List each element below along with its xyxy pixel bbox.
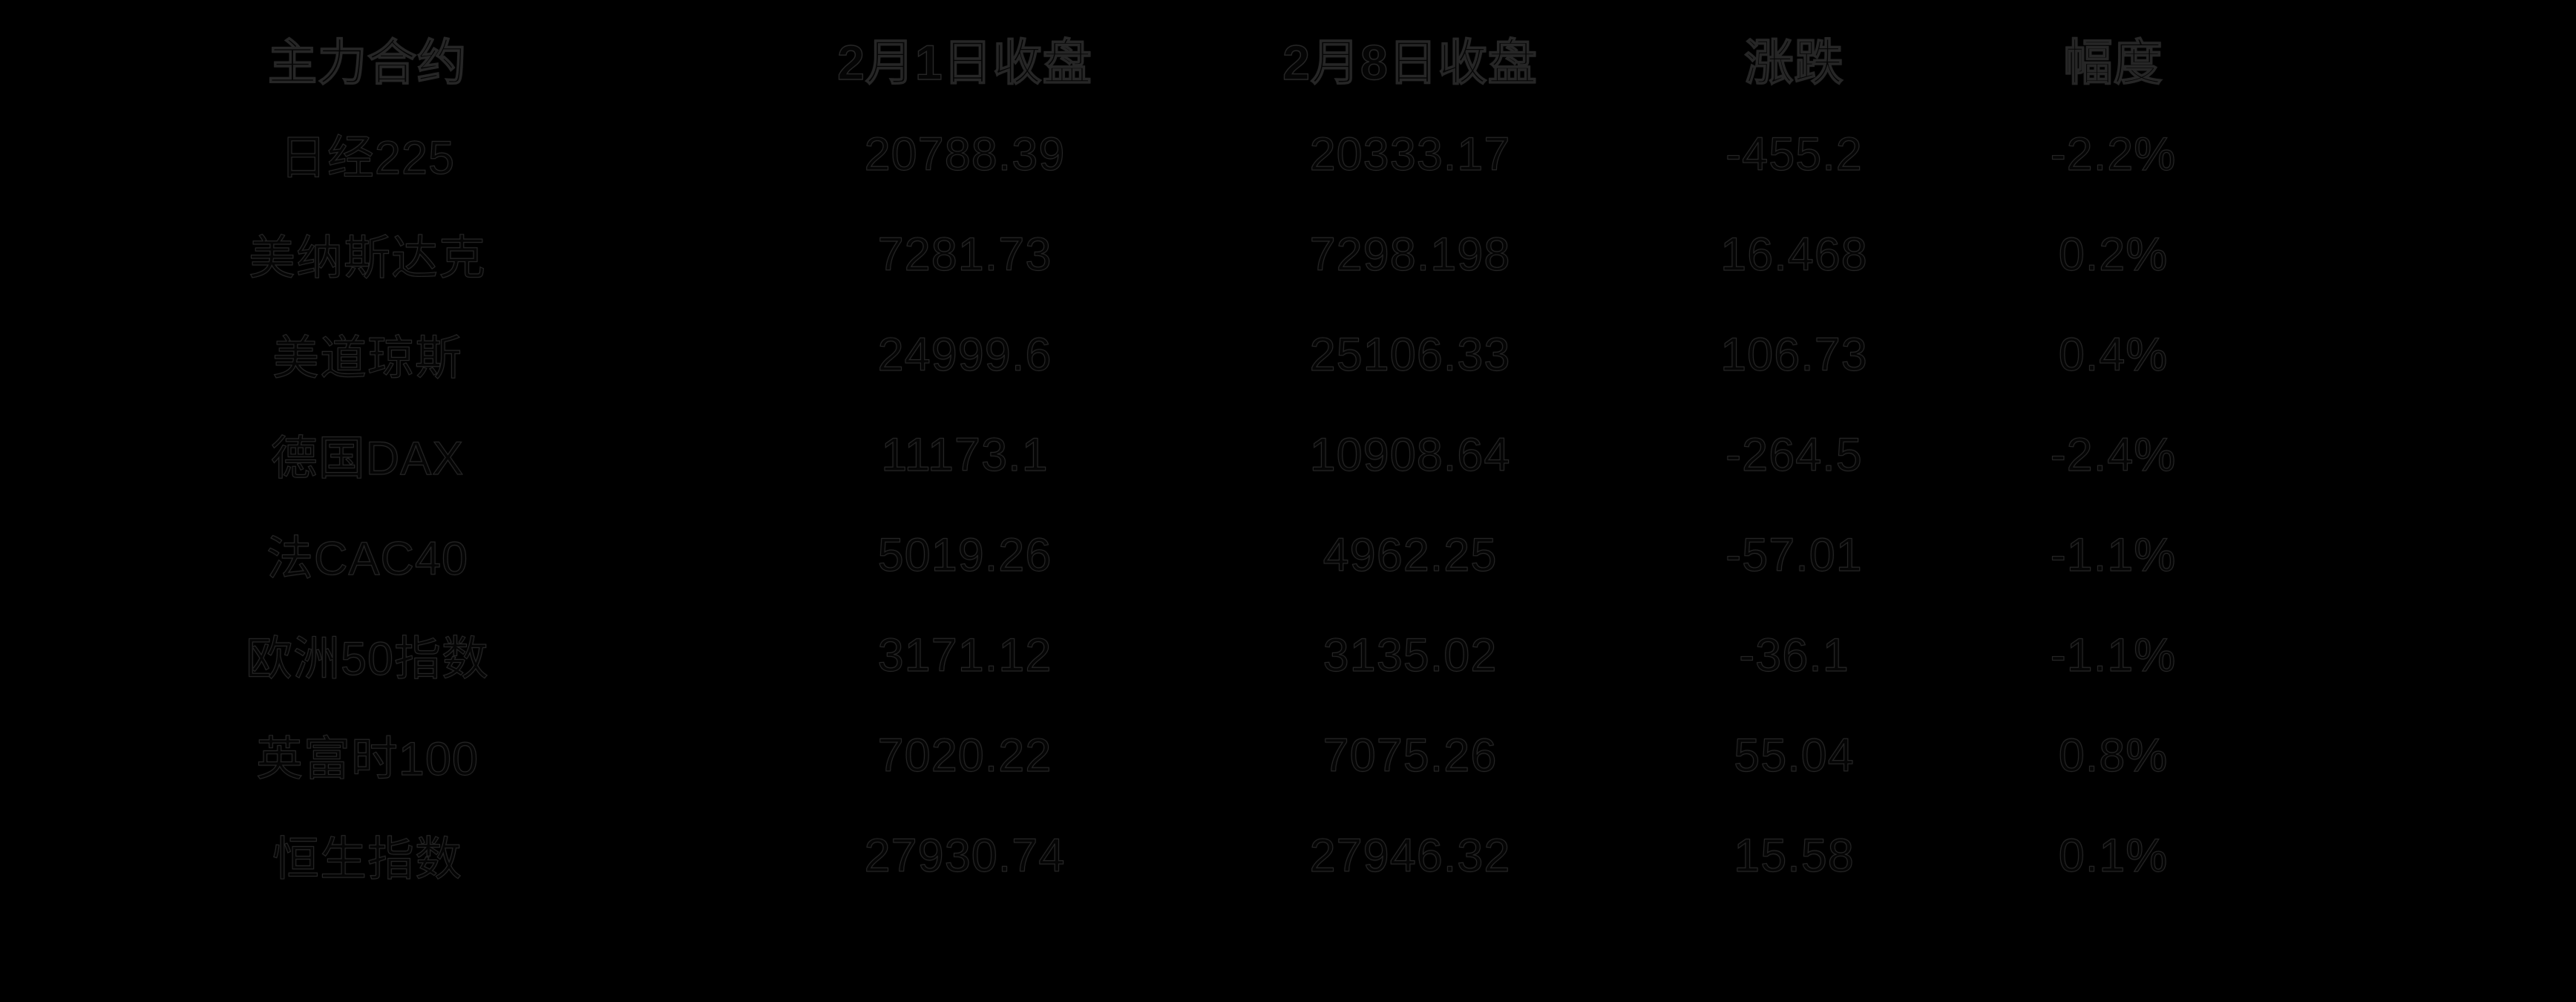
cell-change-pct: -1.1% <box>2050 528 2177 581</box>
table-row-cac40: 法CAC40 5019.26 4962.25 -57.01 -1.1% <box>0 505 2271 605</box>
cell-change-pct: 0.2% <box>2058 228 2169 281</box>
cell-contract-name: 日经225 <box>279 131 456 184</box>
cell-contract-name: 美纳斯达克 <box>248 232 486 284</box>
table-row-eurostoxx50: 欧洲50指数 3171.12 3135.02 -36.1 -1.1% <box>0 605 2271 705</box>
cell-contract-name: 恒生指数 <box>272 833 462 885</box>
cell-change: 16.468 <box>1720 228 1868 281</box>
table-row-nikkei225: 日经225 20788.39 20333.17 -455.2 -2.2% <box>0 104 2271 204</box>
cell-change: 106.73 <box>1720 328 1868 381</box>
cell-change-pct: -2.2% <box>2050 128 2177 180</box>
column-header-close-feb1: 2月1日收盘 <box>837 34 1092 90</box>
cell-close-feb8: 3135.02 <box>1323 629 1498 681</box>
cell-change: -264.5 <box>1725 428 1863 481</box>
column-header-close-feb8: 2月8日收盘 <box>1282 34 1538 90</box>
cell-change-pct: 0.1% <box>2058 829 2169 882</box>
table-row-ftse100: 英富时100 7020.22 7075.26 55.04 0.8% <box>0 705 2271 805</box>
cell-contract-name: 德国DAX <box>270 432 465 485</box>
cell-contract-name: 英富时100 <box>255 733 479 785</box>
cell-close-feb1: 24999.6 <box>877 328 1052 381</box>
table-header-row: 主力合约 2月1日收盘 2月8日收盘 涨跌 幅度 <box>0 13 2271 104</box>
cell-close-feb8: 20333.17 <box>1309 128 1511 180</box>
cell-close-feb1: 11173.1 <box>881 428 1049 481</box>
table-row-nasdaq: 美纳斯达克 7281.73 7298.198 16.468 0.2% <box>0 204 2271 304</box>
column-header-contract: 主力合约 <box>267 34 467 90</box>
cell-close-feb8: 10908.64 <box>1309 428 1511 481</box>
column-header-change-pct: 幅度 <box>2063 34 2163 90</box>
cell-close-feb8: 7298.198 <box>1309 228 1511 281</box>
cell-close-feb1: 20788.39 <box>864 128 1066 180</box>
table-row-dax: 德国DAX 11173.1 10908.64 -264.5 -2.4% <box>0 405 2271 505</box>
table-row-hangseng: 恒生指数 27930.74 27946.32 15.58 0.1% <box>0 805 2271 906</box>
cell-change-pct: 0.4% <box>2058 328 2169 381</box>
index-futures-table: 主力合约 2月1日收盘 2月8日收盘 涨跌 幅度 日经225 20788.39 … <box>0 13 2271 906</box>
cell-change: 55.04 <box>1734 729 1855 782</box>
cell-close-feb1: 27930.74 <box>864 829 1066 882</box>
table-row-dowjones: 美道琼斯 24999.6 25106.33 106.73 0.4% <box>0 304 2271 405</box>
cell-contract-name: 欧洲50指数 <box>245 632 490 685</box>
cell-change: 15.58 <box>1734 829 1855 882</box>
cell-close-feb8: 27946.32 <box>1309 829 1511 882</box>
cell-change: -36.1 <box>1739 629 1849 681</box>
cell-close-feb1: 7281.73 <box>877 228 1052 281</box>
cell-close-feb8: 7075.26 <box>1323 729 1498 782</box>
cell-change: -57.01 <box>1725 528 1863 581</box>
cell-close-feb1: 3171.12 <box>877 629 1052 681</box>
cell-change-pct: -2.4% <box>2050 428 2177 481</box>
cell-close-feb1: 7020.22 <box>877 729 1052 782</box>
cell-close-feb8: 25106.33 <box>1309 328 1511 381</box>
cell-contract-name: 法CAC40 <box>266 532 469 585</box>
cell-close-feb1: 5019.26 <box>877 528 1052 581</box>
cell-close-feb8: 4962.25 <box>1323 528 1498 581</box>
cell-contract-name: 美道琼斯 <box>272 332 462 384</box>
cell-change: -455.2 <box>1725 128 1863 180</box>
column-header-change: 涨跌 <box>1744 34 1844 90</box>
cell-change-pct: 0.8% <box>2058 729 2169 782</box>
cell-change-pct: -1.1% <box>2050 629 2177 681</box>
